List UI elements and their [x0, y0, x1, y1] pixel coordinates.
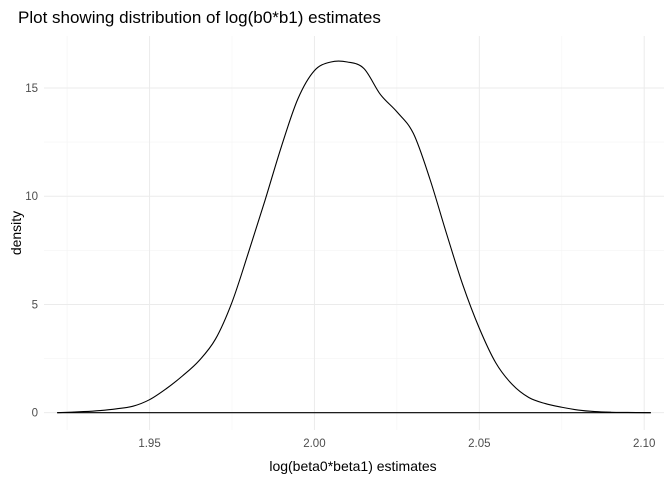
y-tick-label: 10: [25, 191, 38, 203]
density-curve: [57, 60, 651, 414]
y-tick-label: 15: [25, 83, 38, 95]
y-axis-ticks: 0 5 10 15: [25, 83, 38, 420]
x-tick-label: 2.00: [303, 438, 325, 450]
plot-area: [57, 60, 651, 414]
y-axis-title: density: [8, 211, 24, 255]
x-tick-label: 2.10: [633, 438, 655, 450]
grid: [44, 36, 664, 430]
x-axis-ticks: 1.95 2.00 2.05 2.10: [138, 438, 655, 450]
x-axis-title: log(beta0*beta1) estimates: [269, 458, 436, 474]
chart-title: Plot showing distribution of log(b0*b1) …: [18, 8, 381, 27]
y-tick-label: 0: [32, 408, 38, 420]
x-tick-label: 1.95: [138, 438, 160, 450]
x-tick-label: 2.05: [468, 438, 490, 450]
y-tick-label: 5: [32, 299, 38, 311]
